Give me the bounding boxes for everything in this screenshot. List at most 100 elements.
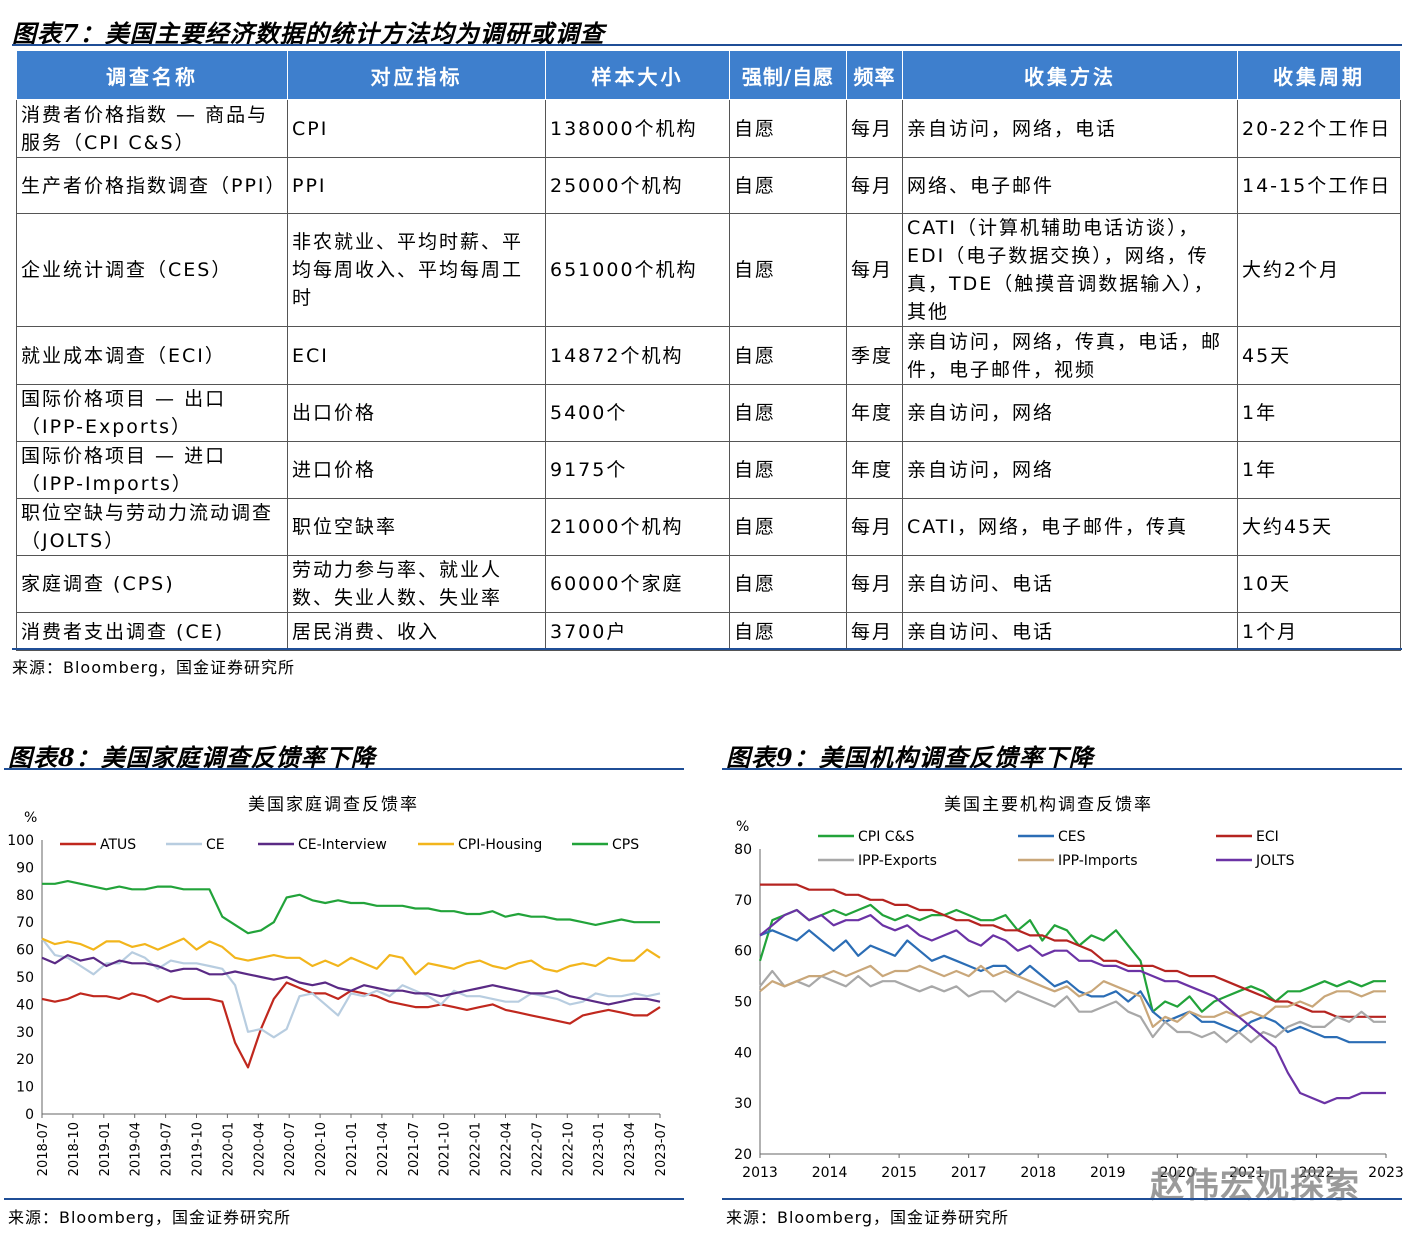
y-tick-label: 60 <box>16 943 34 959</box>
series-line <box>759 929 1386 1044</box>
y-tick-label: 30 <box>734 1096 752 1112</box>
y-unit-label: % <box>24 810 37 826</box>
table-cell: 自愿 <box>729 157 847 214</box>
y-tick-label: 0 <box>25 1107 34 1123</box>
x-tick-label: 2017 <box>951 1165 987 1181</box>
table-cell: 45天 <box>1237 326 1401 385</box>
legend-label: CES <box>1058 829 1086 845</box>
left-figure-title: 图表8：美国家庭调查反馈率下降 <box>8 743 376 772</box>
header-cell: 对应指标 <box>287 50 546 100</box>
x-tick-label: 2020-10 <box>314 1122 329 1176</box>
x-tick-label: 2019-04 <box>129 1122 144 1176</box>
y-tick-label: 20 <box>734 1147 752 1163</box>
table-row: 国际价格项目 — 进口（IPP-Imports） 进口价格 9175个 自愿 年度 亲自访… <box>16 441 1401 499</box>
table-cell: 国际价格项目 — 出口（IPP-Exports） <box>16 384 288 442</box>
title-divider <box>12 44 1402 46</box>
right-source: 来源：Bloomberg，国金证券研究所 <box>726 1208 1010 1227</box>
left-source: 来源：Bloomberg，国金证券研究所 <box>8 1208 292 1227</box>
table-cell: 1年 <box>1237 384 1401 442</box>
left-bottom-divider <box>4 1198 684 1200</box>
legend-label: CPI C&S <box>858 829 914 845</box>
y-tick-label: 50 <box>16 970 34 986</box>
x-tick-label: 2020 <box>1160 1165 1196 1181</box>
table-cell: 劳动力参与率、就业人数、失业人数、失业率 <box>287 555 546 613</box>
x-tick-label: 2022-04 <box>500 1122 515 1176</box>
x-tick-label: 2020-04 <box>252 1122 267 1176</box>
series-line <box>41 937 661 976</box>
table-cell: 年度 <box>846 441 903 499</box>
table-cell: 亲自访问，网络，传真，电话，邮件，电子邮件，视频 <box>902 326 1238 385</box>
table-row: 就业成本调查（ECI） ECI 14872个机构 自愿 季度 亲自访问，网络，传真，电话，… <box>16 326 1401 385</box>
x-tick-label: 2019-07 <box>160 1122 175 1176</box>
x-tick-label: 2022-07 <box>530 1122 545 1176</box>
table-bottom-divider <box>12 648 1402 650</box>
y-tick-label: 50 <box>734 995 752 1011</box>
table-cell: 大约45天 <box>1237 498 1401 556</box>
table-cell: 就业成本调查（ECI） <box>16 326 288 385</box>
table-cell: 自愿 <box>729 498 847 556</box>
table-row: 企业统计调查（CES） 非农就业、平均时薪、平均每周收入、平均每周工时 651000… <box>16 213 1401 327</box>
table-cell: 9175个 <box>545 441 730 499</box>
series-line <box>759 908 1386 1105</box>
table-cell: 每月 <box>846 498 903 556</box>
series-line <box>41 937 661 1039</box>
legend-label: ECI <box>1256 829 1279 845</box>
x-tick-label: 2019-01 <box>98 1122 113 1176</box>
table-cell: 3700户 <box>545 612 730 651</box>
right-bottom-divider <box>722 1198 1402 1200</box>
table-cell: 自愿 <box>729 326 847 385</box>
table-cell: 25000个机构 <box>545 157 730 214</box>
table-cell: 网络、电子邮件 <box>902 157 1238 214</box>
table-cell: 消费者支出调查 (CE) <box>16 612 288 651</box>
table-cell: 自愿 <box>729 555 847 613</box>
header-cell: 样本大小 <box>545 50 730 100</box>
y-tick-label: 90 <box>16 860 34 876</box>
table-cell: 1个月 <box>1237 612 1401 651</box>
right-figure-title: 图表9：美国机构调查反馈率下降 <box>726 743 1094 772</box>
table-cell: 14-15个工作日 <box>1237 157 1401 214</box>
table-header-row: 调查名称 对应指标 样本大小 强制/自愿 频率 收集方法 收集周期 <box>16 50 1401 100</box>
table-cell: 5400个 <box>545 384 730 442</box>
x-tick-label: 2023-01 <box>592 1122 607 1176</box>
y-tick-label: 40 <box>734 1045 752 1061</box>
table-cell: 生产者价格指数调查（PPI） <box>16 157 288 214</box>
table-cell: 自愿 <box>729 612 847 651</box>
table-cell: 每月 <box>846 99 903 158</box>
y-tick-label: 60 <box>734 944 752 960</box>
series-line <box>759 969 1386 1044</box>
table-cell: 居民消费、收入 <box>287 612 546 651</box>
table-cell: 21000个机构 <box>545 498 730 556</box>
table-cell: 职位空缺率 <box>287 498 546 556</box>
table-cell: 651000个机构 <box>545 213 730 327</box>
x-tick-label: 2021-07 <box>407 1122 422 1176</box>
y-tick-label: 80 <box>16 888 34 904</box>
table-cell: 每月 <box>846 612 903 651</box>
table-cell: 14872个机构 <box>545 326 730 385</box>
x-tick-label: 2021-01 <box>345 1122 360 1176</box>
x-tick-label: 2015 <box>881 1165 917 1181</box>
table-cell: 亲自访问，网络，电话 <box>902 99 1238 158</box>
legend-label: CPI-Housing <box>458 837 542 853</box>
x-tick-label: 2019-10 <box>191 1122 206 1176</box>
x-tick-label: 2023-07 <box>654 1122 669 1176</box>
table-cell: 138000个机构 <box>545 99 730 158</box>
right-title-divider <box>722 768 1402 770</box>
x-tick-label: 2019 <box>1090 1165 1126 1181</box>
table-title: 图表7：美国主要经济数据的统计方法均为调研或调查 <box>12 19 605 48</box>
x-tick-label: 2020-01 <box>221 1122 236 1176</box>
legend-label: IPP-Imports <box>1058 853 1138 869</box>
table-cell: 每月 <box>846 157 903 214</box>
table-row: 家庭调查 (CPS) 劳动力参与率、就业人数、失业人数、失业率 60000个家庭 自愿… <box>16 555 1401 613</box>
series-line <box>41 954 661 1006</box>
table-cell: CPI <box>287 99 546 158</box>
household-response-chart: % 0 10 20 30 40 50 60 70 80 90 100 2018-07 2018-10 201… <box>7 810 669 1176</box>
header-cell: 频率 <box>846 50 903 100</box>
legend-label: CPS <box>612 837 639 853</box>
table-row: 国际价格项目 — 出口（IPP-Exports） 出口价格 5400个 自愿 年度 亲自访… <box>16 384 1401 442</box>
table-cell: ECI <box>287 326 546 385</box>
table-cell: 出口价格 <box>287 384 546 442</box>
x-tick-label: 2022-01 <box>469 1122 484 1176</box>
x-tick-label: 2021-10 <box>438 1122 453 1176</box>
table-cell: 自愿 <box>729 441 847 499</box>
table-cell: 非农就业、平均时薪、平均每周收入、平均每周工时 <box>287 213 546 327</box>
